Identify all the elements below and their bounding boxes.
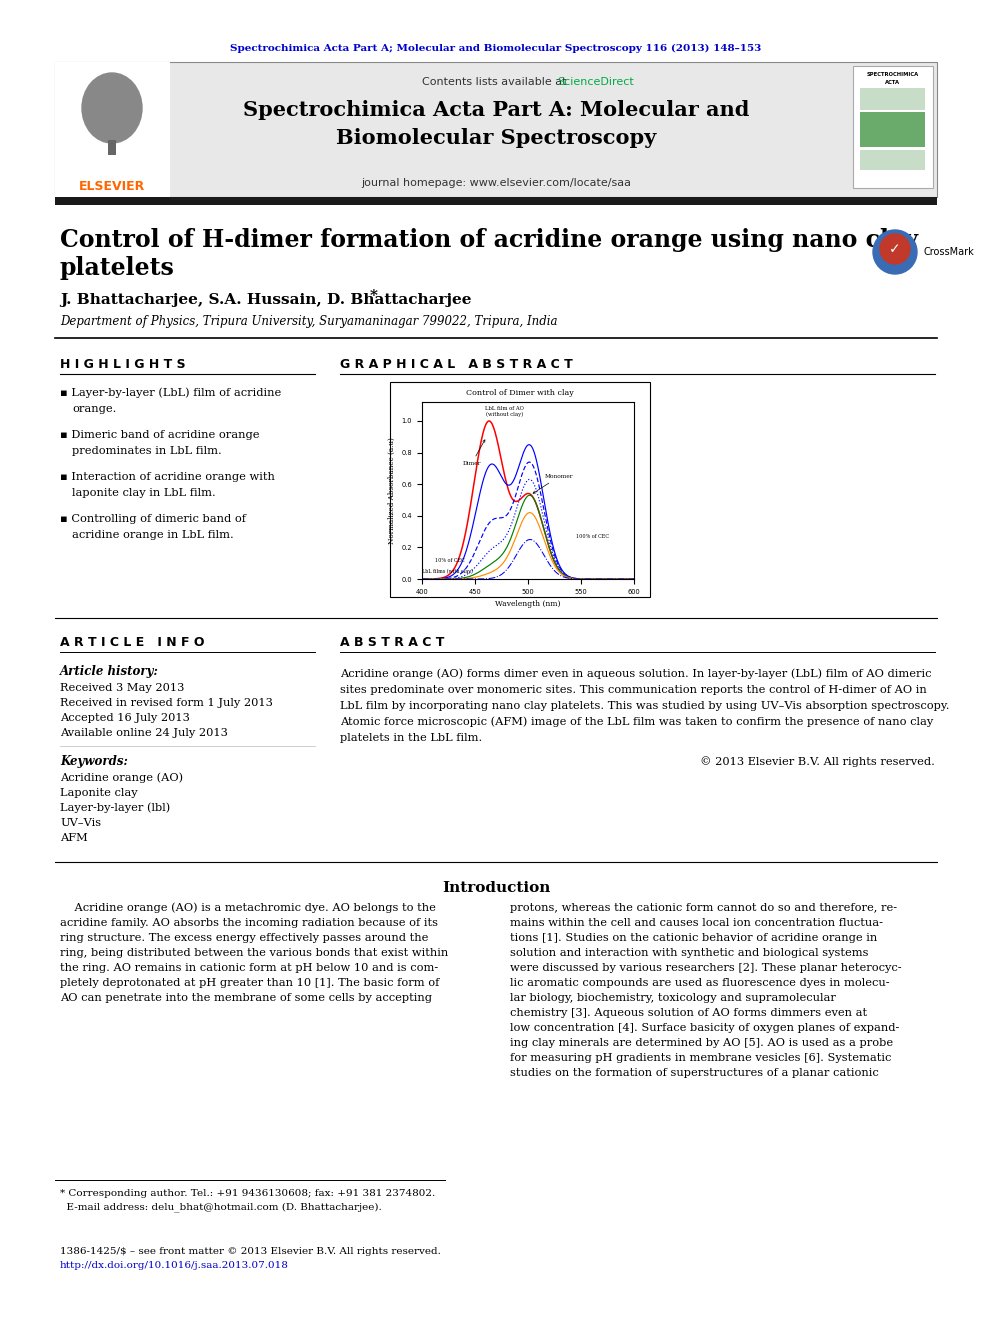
Text: ELSEVIER: ELSEVIER [79, 180, 145, 193]
Text: Department of Physics, Tripura University, Suryamaninagar 799022, Tripura, India: Department of Physics, Tripura Universit… [60, 315, 558, 328]
Text: sites predominate over monomeric sites. This communication reports the control o: sites predominate over monomeric sites. … [340, 685, 927, 695]
Text: solution and interaction with synthetic and biological systems: solution and interaction with synthetic … [510, 949, 869, 958]
Text: 10% of CEC: 10% of CEC [434, 557, 464, 562]
Text: tions [1]. Studies on the cationic behavior of acridine orange in: tions [1]. Studies on the cationic behav… [510, 933, 877, 943]
Text: E-mail address: delu_bhat@hotmail.com (D. Bhattacharjee).: E-mail address: delu_bhat@hotmail.com (D… [60, 1203, 382, 1212]
Text: predominates in LbL film.: predominates in LbL film. [72, 446, 222, 456]
Text: Layer-by-layer (lbl): Layer-by-layer (lbl) [60, 803, 171, 814]
Text: ScienceDirect: ScienceDirect [558, 77, 634, 87]
Text: the ring. AO remains in cationic form at pH below 10 and is com-: the ring. AO remains in cationic form at… [60, 963, 438, 972]
Text: AFM: AFM [60, 833, 87, 843]
Text: Acridine orange (AO): Acridine orange (AO) [60, 773, 184, 783]
Text: Contents lists available at: Contents lists available at [422, 77, 570, 87]
Text: Spectrochimica Acta Part A; Molecular and Biomolecular Spectroscopy 116 (2013) 1: Spectrochimica Acta Part A; Molecular an… [230, 44, 762, 53]
Text: AO can penetrate into the membrane of some cells by accepting: AO can penetrate into the membrane of so… [60, 994, 432, 1003]
Text: lic aromatic compounds are used as fluorescence dyes in molecu-: lic aromatic compounds are used as fluor… [510, 978, 890, 988]
Text: Accepted 16 July 2013: Accepted 16 July 2013 [60, 713, 189, 722]
Text: were discussed by various researchers [2]. These planar heterocyc-: were discussed by various researchers [2… [510, 963, 902, 972]
Text: © 2013 Elsevier B.V. All rights reserved.: © 2013 Elsevier B.V. All rights reserved… [700, 757, 935, 767]
Text: Introduction: Introduction [441, 881, 551, 894]
Text: pletely deprotonated at pH greater than 10 [1]. The basic form of: pletely deprotonated at pH greater than … [60, 978, 439, 988]
Text: acridine orange in LbL film.: acridine orange in LbL film. [72, 531, 234, 540]
Text: * Corresponding author. Tel.: +91 9436130608; fax: +91 381 2374802.: * Corresponding author. Tel.: +91 943613… [60, 1188, 435, 1197]
Circle shape [880, 234, 910, 265]
Text: Received 3 May 2013: Received 3 May 2013 [60, 683, 185, 693]
Text: ▪ Interaction of acridine orange with: ▪ Interaction of acridine orange with [60, 472, 275, 482]
Bar [55, 197, 937, 205]
Bar [55, 62, 937, 197]
Text: ACTA: ACTA [886, 79, 901, 85]
Text: ing clay minerals are determined by AO [5]. AO is used as a probe: ing clay minerals are determined by AO [… [510, 1039, 893, 1048]
Text: ✓: ✓ [889, 242, 901, 255]
Text: Available online 24 July 2013: Available online 24 July 2013 [60, 728, 228, 738]
Text: Acridine orange (AO) forms dimer even in aqueous solution. In layer-by-layer (Lb: Acridine orange (AO) forms dimer even in… [340, 668, 931, 679]
Bar [860, 89, 925, 110]
Text: LbL film by incorporating nano clay platelets. This was studied by using UV–Vis : LbL film by incorporating nano clay plat… [340, 701, 949, 710]
Text: chemistry [3]. Aqueous solution of AO forms dimmers even at: chemistry [3]. Aqueous solution of AO fo… [510, 1008, 867, 1017]
Text: low concentration [4]. Surface basicity of oxygen planes of expand-: low concentration [4]. Surface basicity … [510, 1023, 900, 1033]
Text: *: * [370, 288, 378, 303]
Text: ▪ Layer-by-layer (LbL) film of acridine: ▪ Layer-by-layer (LbL) film of acridine [60, 388, 282, 398]
Text: ring structure. The excess energy effectively passes around the: ring structure. The excess energy effect… [60, 933, 429, 943]
Text: 100% of CEC: 100% of CEC [575, 534, 609, 538]
X-axis label: Wavelength (nm): Wavelength (nm) [495, 601, 560, 609]
Text: journal homepage: www.elsevier.com/locate/saa: journal homepage: www.elsevier.com/locat… [361, 179, 631, 188]
Text: platelets: platelets [60, 255, 175, 280]
Text: acridine family. AO absorbs the incoming radiation because of its: acridine family. AO absorbs the incoming… [60, 918, 438, 927]
Text: Article history:: Article history: [60, 664, 159, 677]
Text: A B S T R A C T: A B S T R A C T [340, 635, 444, 648]
Text: mains within the cell and causes local ion concentration fluctua-: mains within the cell and causes local i… [510, 918, 883, 927]
Text: ▪ Controlling of dimeric band of: ▪ Controlling of dimeric band of [60, 515, 246, 524]
Ellipse shape [82, 73, 142, 143]
Text: Acridine orange (AO) is a metachromic dye. AO belongs to the: Acridine orange (AO) is a metachromic dy… [60, 902, 435, 913]
Text: Monomer: Monomer [533, 474, 573, 493]
Text: Biomolecular Spectroscopy: Biomolecular Spectroscopy [336, 128, 656, 148]
Text: Laponite clay: Laponite clay [60, 789, 138, 798]
Text: Control of H-dimer formation of acridine orange using nano clay: Control of H-dimer formation of acridine… [60, 228, 918, 251]
Text: LbL film of AO
(without clay): LbL film of AO (without clay) [485, 406, 524, 417]
Text: H I G H L I G H T S: H I G H L I G H T S [60, 359, 186, 372]
Y-axis label: Normalized Absorbance (a.u): Normalized Absorbance (a.u) [388, 437, 396, 544]
Text: protons, whereas the cationic form cannot do so and therefore, re-: protons, whereas the cationic form canno… [510, 904, 897, 913]
Text: Control of Dimer with clay: Control of Dimer with clay [466, 389, 574, 397]
Text: ring, being distributed between the various bonds that exist within: ring, being distributed between the vari… [60, 949, 448, 958]
Text: for measuring pH gradients in membrane vesicles [6]. Systematic: for measuring pH gradients in membrane v… [510, 1053, 892, 1062]
Text: ▪ Dimeric band of acridine orange: ▪ Dimeric band of acridine orange [60, 430, 260, 441]
Text: J. Bhattacharjee, S.A. Hussain, D. Bhattacharjee: J. Bhattacharjee, S.A. Hussain, D. Bhatt… [60, 292, 471, 307]
Text: http://dx.doi.org/10.1016/j.saa.2013.07.018: http://dx.doi.org/10.1016/j.saa.2013.07.… [60, 1262, 289, 1270]
Text: SPECTROCHIMICA: SPECTROCHIMICA [867, 71, 920, 77]
Text: A R T I C L E   I N F O: A R T I C L E I N F O [60, 635, 204, 648]
Text: 1386-1425/$ – see front matter © 2013 Elsevier B.V. All rights reserved.: 1386-1425/$ – see front matter © 2013 El… [60, 1248, 440, 1257]
Text: CrossMark: CrossMark [923, 247, 974, 257]
Text: Spectrochimica Acta Part A: Molecular and: Spectrochimica Acta Part A: Molecular an… [243, 101, 749, 120]
Bar [860, 149, 925, 169]
Text: Received in revised form 1 July 2013: Received in revised form 1 July 2013 [60, 699, 273, 708]
Text: UV–Vis: UV–Vis [60, 818, 101, 828]
Bar [853, 66, 933, 188]
Text: studies on the formation of superstructures of a planar cationic: studies on the formation of superstructu… [510, 1068, 879, 1078]
Text: Dimer: Dimer [462, 439, 485, 466]
Text: LbL films (with clay): LbL films (with clay) [422, 569, 473, 574]
Bar [108, 140, 116, 155]
Circle shape [873, 230, 917, 274]
Bar [390, 382, 650, 597]
Text: laponite clay in LbL film.: laponite clay in LbL film. [72, 488, 215, 497]
Text: Atomic force microscopic (AFM) image of the LbL film was taken to confirm the pr: Atomic force microscopic (AFM) image of … [340, 717, 933, 728]
Text: platelets in the LbL film.: platelets in the LbL film. [340, 733, 482, 744]
Text: Keywords:: Keywords: [60, 755, 128, 769]
Text: G R A P H I C A L   A B S T R A C T: G R A P H I C A L A B S T R A C T [340, 359, 572, 372]
Text: lar biology, biochemistry, toxicology and supramolecular: lar biology, biochemistry, toxicology an… [510, 994, 836, 1003]
Bar [860, 112, 925, 147]
Text: orange.: orange. [72, 404, 116, 414]
Bar [55, 62, 170, 197]
